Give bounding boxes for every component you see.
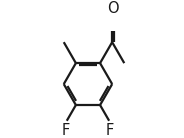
Text: O: O bbox=[107, 2, 119, 16]
Text: F: F bbox=[62, 123, 70, 138]
Text: F: F bbox=[106, 123, 114, 138]
